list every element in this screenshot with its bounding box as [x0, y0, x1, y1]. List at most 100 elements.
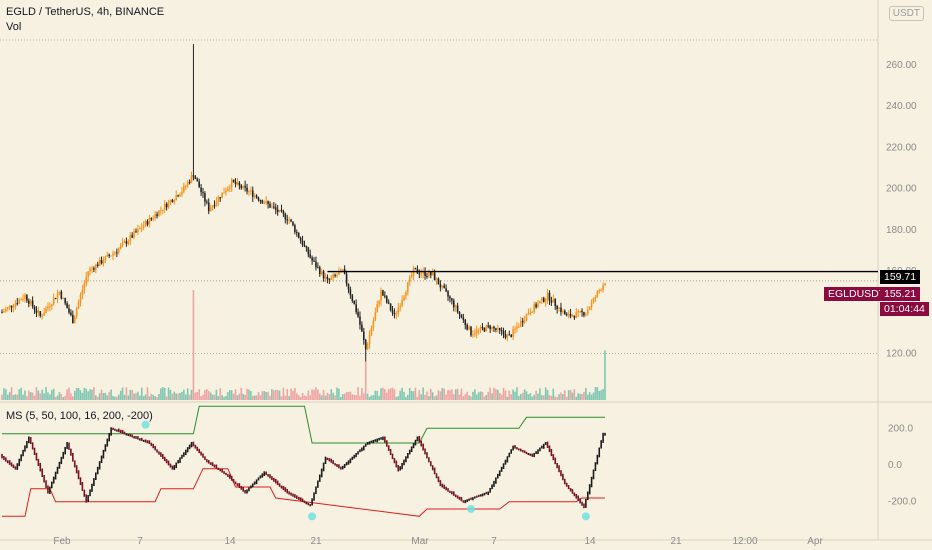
candle-body [479, 327, 482, 330]
volume-bar [225, 395, 227, 400]
volume-bar [10, 387, 13, 400]
oscillator-bar [131, 434, 133, 438]
candle-body [544, 299, 547, 302]
volume-bar [464, 394, 467, 400]
oscillator-bar [265, 471, 267, 476]
oscillator-bar [521, 450, 524, 453]
oscillator-bar [196, 446, 199, 451]
oscillator-bar [422, 443, 424, 451]
volume-bar [564, 390, 566, 400]
candle-body [399, 305, 401, 308]
candle-body [223, 192, 225, 194]
oscillator-bar [16, 463, 19, 470]
candle-body [353, 301, 356, 305]
volume-bar [391, 387, 394, 400]
candle-body [491, 326, 493, 329]
volume-bar [87, 391, 89, 400]
extreme-marker [308, 512, 317, 521]
candle-body [47, 306, 49, 309]
candle-body [117, 248, 120, 253]
candle-body [190, 175, 193, 183]
oscillator-bar [119, 429, 122, 433]
volume-bar [114, 396, 116, 400]
time-axis-label: 14 [224, 536, 236, 547]
oscillator-bar [366, 442, 369, 445]
candle-body [525, 314, 528, 321]
volume-bar [175, 393, 177, 400]
candle-body [569, 313, 572, 317]
volume-bar [351, 394, 354, 400]
oscillator-bar [512, 445, 514, 451]
volume-bar [586, 394, 589, 400]
candle-body [183, 186, 185, 192]
oscillator-bar [441, 483, 444, 488]
candle-body [439, 284, 442, 288]
oscillator-bar [274, 478, 277, 484]
candle-body [244, 185, 246, 188]
candle-body [470, 326, 472, 336]
oscillator-bar [183, 452, 185, 457]
oscillator-bar [364, 443, 367, 447]
candle-body [12, 306, 15, 308]
volume-bar [573, 389, 576, 400]
oscillator-bar [460, 497, 463, 502]
oscillator-bar [213, 464, 216, 468]
volume-bar [242, 393, 244, 400]
volume-bar [340, 396, 342, 400]
oscillator-bar [558, 465, 560, 473]
volume-bar [125, 387, 128, 400]
volume-bar [297, 395, 300, 400]
volume-bar [144, 394, 147, 400]
candle-body [368, 334, 371, 344]
volume-bar [347, 392, 350, 400]
candle-body [273, 206, 275, 208]
candle-body [5, 308, 7, 312]
volume-label[interactable]: Vol [6, 21, 22, 33]
volume-bar [77, 388, 80, 400]
candle-body [560, 307, 562, 313]
candle-body [209, 207, 212, 212]
candle-body [361, 324, 363, 332]
volume-bar [479, 391, 482, 400]
volume-bar [253, 395, 256, 400]
volume-bar [98, 393, 101, 400]
candle-body [430, 271, 432, 276]
oscillator-bar [72, 452, 74, 462]
volume-bar [129, 389, 132, 400]
lower-band-line [2, 468, 605, 517]
oscillator-bar [288, 491, 290, 495]
oscillator-bar [14, 466, 17, 470]
oscillator-bar [573, 492, 576, 497]
candle-body [562, 310, 564, 313]
candle-body [148, 218, 151, 225]
candle-body [564, 310, 566, 315]
volume-bar [387, 389, 390, 400]
candle-body [548, 292, 551, 301]
candle-body [477, 329, 480, 331]
currency-button[interactable]: USDT [888, 6, 924, 21]
volume-bar [131, 389, 133, 400]
oscillator-bar [604, 432, 606, 436]
candle-body [518, 326, 520, 328]
candle-body [468, 326, 470, 330]
volume-bar [255, 395, 258, 400]
volume-bar [397, 396, 400, 400]
candle-body [500, 330, 503, 332]
candle-body [571, 315, 574, 317]
volume-bar [20, 387, 22, 400]
symbol-title[interactable]: EGLD / TetherUS, 4h, BINANCE [6, 6, 165, 18]
candle-body [150, 218, 153, 220]
oscillator-bar [527, 453, 530, 456]
candle-body [225, 190, 227, 193]
candle-body [230, 179, 233, 188]
candle-body [466, 325, 468, 330]
candle-body [410, 275, 413, 278]
oscillator-bar [77, 470, 80, 480]
volume-bar [495, 389, 497, 400]
oscillator-bar [227, 474, 229, 477]
oscillator-bar [397, 465, 400, 472]
candle-body [359, 316, 361, 325]
indicator-title[interactable]: MS (5, 50, 100, 16, 200, -200) [6, 410, 153, 422]
candle-body [160, 209, 162, 211]
